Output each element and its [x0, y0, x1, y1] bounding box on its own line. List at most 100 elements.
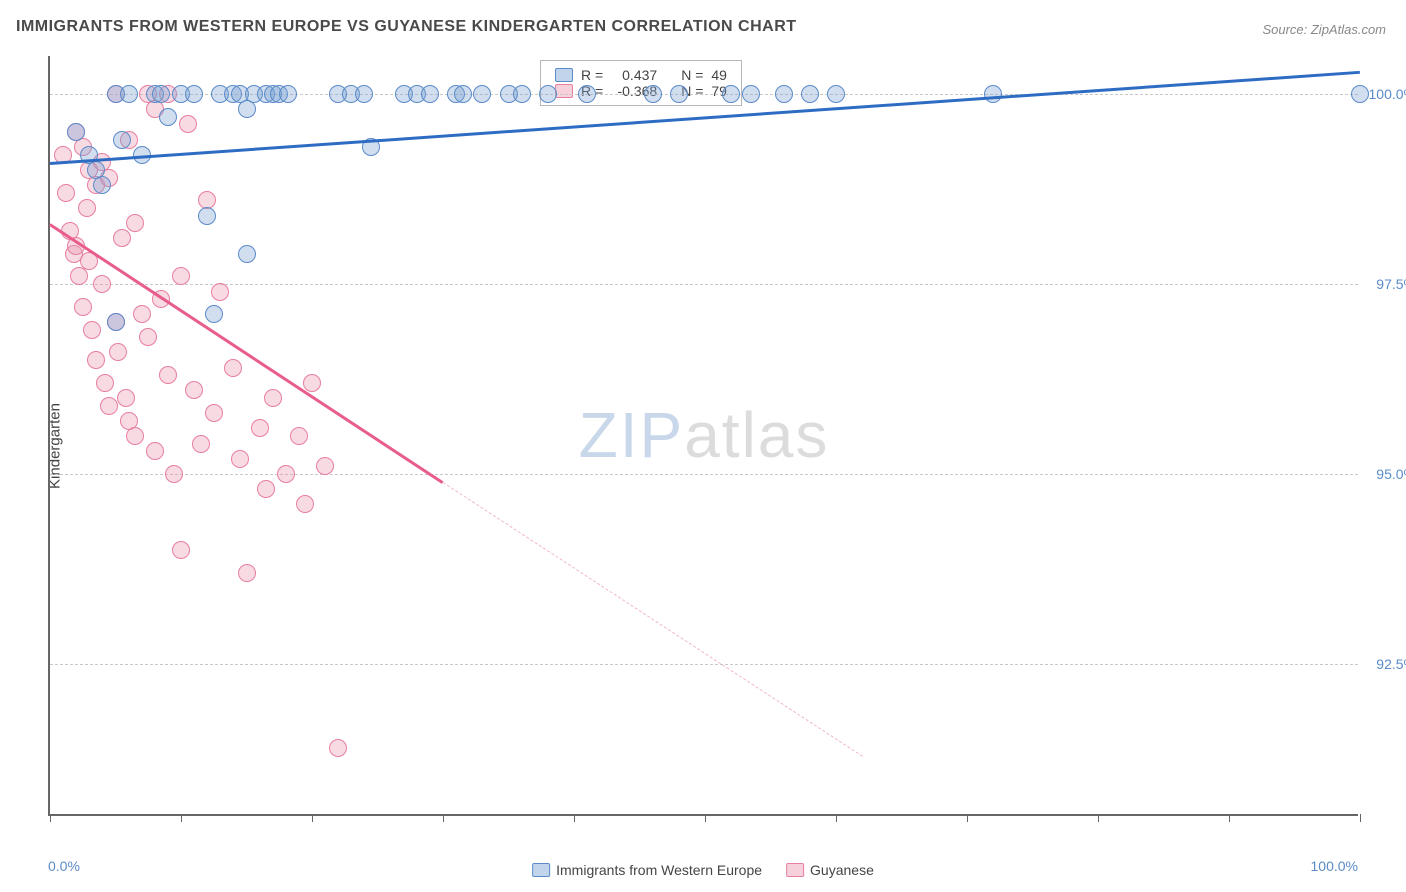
ytick-label: 97.5%	[1376, 276, 1406, 292]
xtick	[967, 814, 968, 822]
bottom-label-1: Immigrants from Western Europe	[556, 862, 762, 878]
scatter-point	[722, 85, 740, 103]
scatter-point	[231, 450, 249, 468]
scatter-point	[355, 85, 373, 103]
scatter-point	[578, 85, 596, 103]
bottom-swatch-blue	[532, 863, 550, 877]
scatter-point	[238, 245, 256, 263]
legend-stats-box: R = 0.437 N = 49 R = -0.368 N = 79	[540, 60, 742, 106]
scatter-point	[185, 381, 203, 399]
scatter-point	[67, 123, 85, 141]
legend-r-val-1: 0.437	[611, 67, 657, 83]
scatter-point	[126, 427, 144, 445]
scatter-point	[139, 328, 157, 346]
scatter-point	[152, 85, 170, 103]
scatter-point	[109, 343, 127, 361]
legend-r-label-1: R =	[581, 67, 603, 83]
scatter-point	[185, 85, 203, 103]
xtick	[312, 814, 313, 822]
scatter-point	[70, 267, 88, 285]
scatter-point	[539, 85, 557, 103]
scatter-point	[257, 480, 275, 498]
xtick	[705, 814, 706, 822]
ytick-label: 95.0%	[1376, 466, 1406, 482]
scatter-point	[775, 85, 793, 103]
scatter-point	[290, 427, 308, 445]
scatter-point	[205, 404, 223, 422]
legend-n-label-1: N =	[681, 67, 703, 83]
chart-container: IMMIGRANTS FROM WESTERN EUROPE VS GUYANE…	[0, 0, 1406, 892]
scatter-point	[179, 115, 197, 133]
watermark-atlas: atlas	[684, 399, 829, 471]
xtick	[1229, 814, 1230, 822]
scatter-point	[984, 85, 1002, 103]
scatter-point	[827, 85, 845, 103]
scatter-point	[120, 85, 138, 103]
scatter-point	[93, 275, 111, 293]
scatter-point	[172, 541, 190, 559]
scatter-point	[78, 199, 96, 217]
ytick-label: 100.0%	[1369, 86, 1406, 102]
scatter-point	[644, 85, 662, 103]
scatter-point	[100, 397, 118, 415]
legend-swatch-pink	[555, 84, 573, 98]
gridline	[50, 664, 1358, 665]
scatter-point	[303, 374, 321, 392]
bottom-swatch-pink	[786, 863, 804, 877]
scatter-point	[211, 283, 229, 301]
bottom-legend-item-2: Guyanese	[786, 862, 874, 878]
scatter-point	[279, 85, 297, 103]
scatter-point	[87, 351, 105, 369]
xtick	[443, 814, 444, 822]
scatter-point	[513, 85, 531, 103]
scatter-point	[83, 321, 101, 339]
scatter-point	[192, 435, 210, 453]
gridline	[50, 474, 1358, 475]
scatter-point	[133, 305, 151, 323]
chart-title: IMMIGRANTS FROM WESTERN EUROPE VS GUYANE…	[16, 18, 797, 36]
scatter-point	[264, 389, 282, 407]
xaxis-max-label: 100.0%	[1311, 858, 1358, 874]
scatter-point	[670, 85, 688, 103]
legend-n-val-1: 49	[711, 67, 727, 83]
scatter-point	[224, 359, 242, 377]
scatter-point	[172, 267, 190, 285]
scatter-point	[126, 214, 144, 232]
legend-row-blue: R = 0.437 N = 49	[555, 67, 727, 83]
ytick-label: 92.5%	[1376, 656, 1406, 672]
scatter-point	[57, 184, 75, 202]
scatter-point	[198, 207, 216, 225]
watermark: ZIPatlas	[579, 398, 830, 472]
scatter-point	[107, 313, 125, 331]
scatter-point	[316, 457, 334, 475]
scatter-point	[801, 85, 819, 103]
watermark-zip: ZIP	[579, 399, 685, 471]
bottom-legend-item-1: Immigrants from Western Europe	[532, 862, 762, 878]
scatter-point	[296, 495, 314, 513]
scatter-point	[421, 85, 439, 103]
scatter-point	[74, 298, 92, 316]
scatter-point	[454, 85, 472, 103]
scatter-point	[473, 85, 491, 103]
bottom-legend: Immigrants from Western Europe Guyanese	[532, 862, 874, 878]
xtick	[181, 814, 182, 822]
xtick	[574, 814, 575, 822]
scatter-point	[251, 419, 269, 437]
source-label: Source: ZipAtlas.com	[1262, 22, 1386, 37]
scatter-point	[93, 176, 111, 194]
xtick	[50, 814, 51, 822]
xtick	[836, 814, 837, 822]
xtick	[1360, 814, 1361, 822]
scatter-point	[113, 131, 131, 149]
trendline	[443, 482, 863, 756]
legend-swatch-blue	[555, 68, 573, 82]
scatter-point	[277, 465, 295, 483]
scatter-point	[329, 739, 347, 757]
scatter-point	[117, 389, 135, 407]
scatter-point	[159, 366, 177, 384]
xaxis-min-label: 0.0%	[48, 858, 80, 874]
scatter-point	[238, 564, 256, 582]
gridline	[50, 284, 1358, 285]
xtick	[1098, 814, 1099, 822]
scatter-point	[165, 465, 183, 483]
